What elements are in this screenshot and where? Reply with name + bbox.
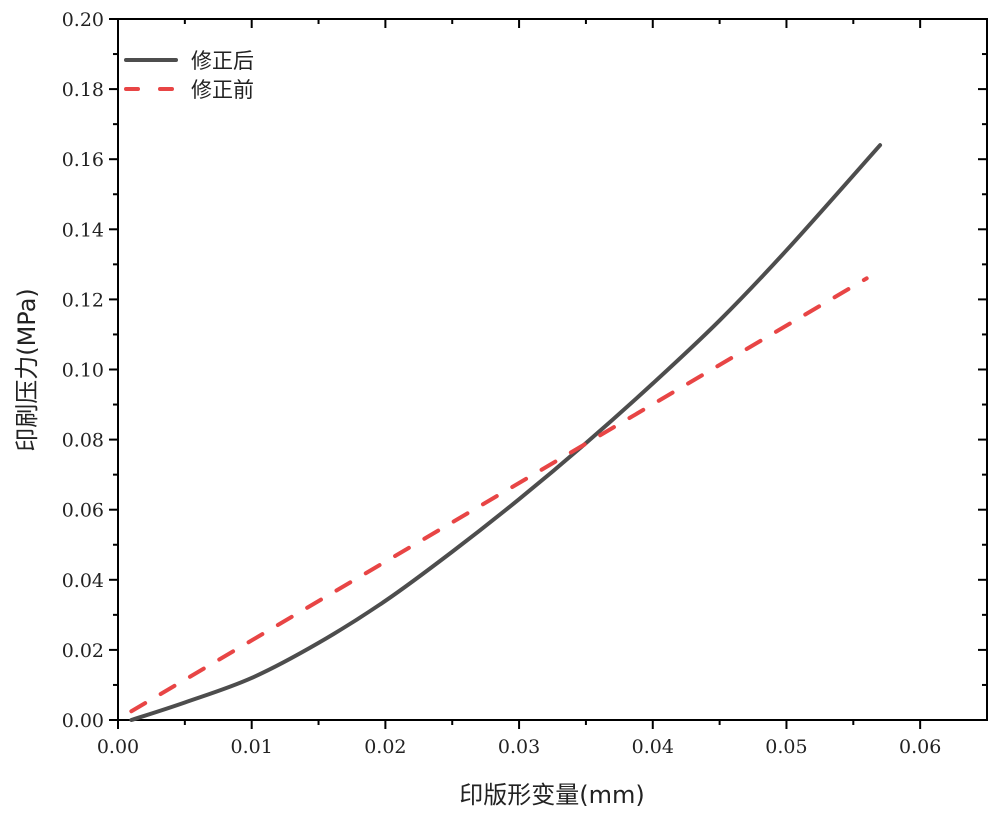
- x-axis-title: 印版形变量(mm): [459, 781, 644, 809]
- axes: 0.00 0.01 0.02 0.03 0.04 0.05 0.06 0.00 0.02 0.04…: [62, 9, 988, 758]
- x-tick-label: 0.04: [632, 736, 674, 758]
- y-tick-label: 0.14: [62, 219, 104, 241]
- y-axis-title: 印刷压力(MPa): [13, 288, 41, 452]
- series-line-1: [129, 143, 883, 722]
- y-tick-label: 0.06: [62, 500, 104, 522]
- legend-label: 修正后: [191, 49, 254, 73]
- x-tick-label: 0.06: [899, 736, 941, 758]
- y-tick-label: 0.18: [62, 79, 104, 101]
- x-tick-label: 0.00: [97, 736, 139, 758]
- y-tick-label: 0.04: [62, 570, 104, 592]
- legend-label: 修正前: [191, 78, 254, 102]
- y-tick-label: 0.16: [62, 149, 104, 171]
- y-tick-label: 0.12: [62, 289, 104, 311]
- y-tick-label: 0.10: [62, 360, 104, 382]
- x-tick-label: 0.03: [498, 736, 540, 758]
- plot-frame: [117, 18, 988, 721]
- y-tick-label: 0.08: [62, 430, 104, 452]
- series-line-2: [129, 276, 869, 714]
- y-tick-label: 0.20: [62, 9, 104, 31]
- y-tick-label: 0.00: [62, 710, 104, 732]
- series-layer: [129, 143, 883, 722]
- x-tick-label: 0.02: [364, 736, 406, 758]
- y-tick-label: 0.02: [62, 640, 104, 662]
- x-tick-label: 0.05: [765, 736, 807, 758]
- x-tick-label: 0.01: [231, 736, 273, 758]
